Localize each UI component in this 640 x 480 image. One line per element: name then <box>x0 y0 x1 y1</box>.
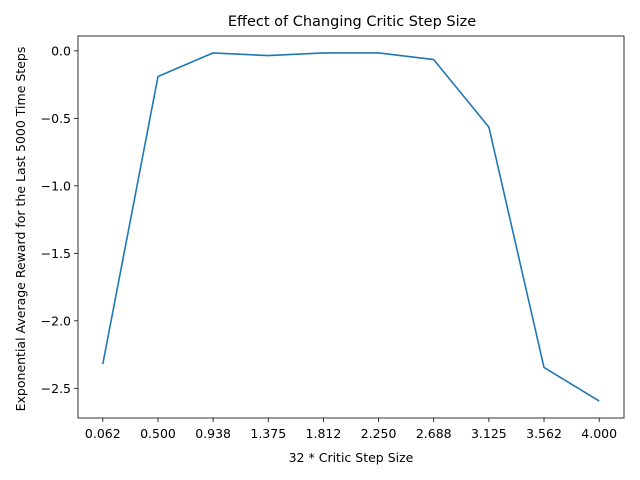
x-tick-label: 3.125 <box>471 426 507 441</box>
x-tick-label: 1.812 <box>306 426 342 441</box>
x-tick-label: 4.000 <box>581 426 617 441</box>
y-tick-label: 0.0 <box>51 43 71 58</box>
y-tick-label: −0.5 <box>41 111 71 126</box>
x-tick-label: 0.062 <box>85 426 121 441</box>
y-tick-label: −1.0 <box>41 178 71 193</box>
y-tick-label: −2.0 <box>41 313 71 328</box>
y-tick-label: −2.5 <box>41 381 71 396</box>
x-axis-label: 32 * Critic Step Size <box>289 450 414 465</box>
x-tick-label: 2.688 <box>416 426 452 441</box>
chart-title: Effect of Changing Critic Step Size <box>228 14 476 30</box>
x-tick-label: 3.562 <box>526 426 562 441</box>
y-tick-label: −1.5 <box>41 246 71 261</box>
x-tick-label: 0.938 <box>195 426 231 441</box>
x-tick-label: 2.250 <box>361 426 397 441</box>
x-tick-label: 1.375 <box>250 426 286 441</box>
plot-area: 0.062 0.500 0.938 1.375 1.812 2.250 2.688 3.125… <box>41 35 625 441</box>
series-line <box>102 52 600 402</box>
plot-frame <box>77 35 625 419</box>
x-tick-label: 0.500 <box>140 426 176 441</box>
y-axis-label: Exponential Average Reward for the Last … <box>13 47 28 412</box>
